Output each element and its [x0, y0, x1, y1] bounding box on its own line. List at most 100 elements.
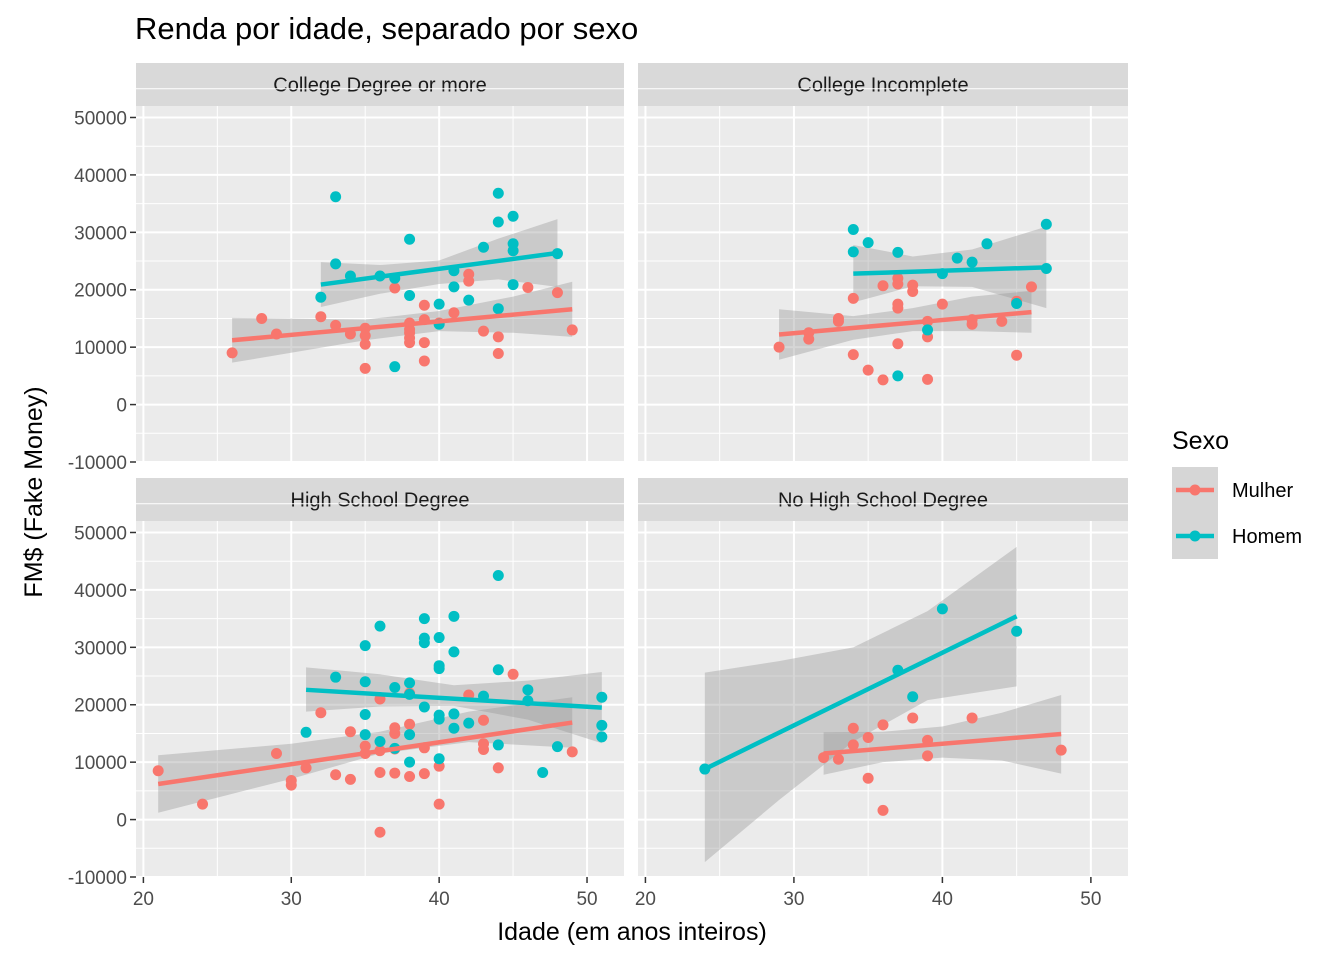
data-point-mulher — [862, 364, 874, 376]
data-point-homem — [847, 223, 859, 235]
data-point-mulher — [359, 362, 371, 374]
data-point-mulher — [418, 337, 430, 349]
data-point-mulher — [330, 319, 342, 331]
data-point-homem — [922, 324, 934, 336]
y-tick-label: 20000 — [74, 696, 127, 717]
data-point-homem — [551, 741, 563, 753]
y-tick-label: 10000 — [74, 338, 127, 359]
data-point-homem — [492, 187, 504, 199]
data-point-homem — [492, 303, 504, 315]
data-point-homem — [492, 570, 504, 582]
legend-title: Sexo — [1172, 427, 1229, 455]
panel-plot-area — [773, 218, 1052, 386]
data-point-mulher — [478, 744, 490, 756]
data-point-mulher — [359, 740, 371, 752]
data-point-mulher — [803, 333, 815, 345]
panel-2: College Incomplete — [638, 63, 1128, 463]
data-point-homem — [1011, 298, 1023, 310]
data-point-homem — [478, 241, 490, 253]
trend-line-mulher — [157, 720, 573, 787]
data-point-mulher — [966, 712, 978, 724]
data-point-mulher — [892, 338, 904, 350]
data-point-mulher — [300, 762, 312, 774]
data-point-mulher — [315, 707, 327, 719]
data-point-mulher — [1011, 349, 1023, 361]
data-point-mulher — [892, 278, 904, 290]
data-point-homem — [492, 739, 504, 751]
data-point-homem — [433, 298, 445, 310]
data-point-homem — [507, 279, 519, 291]
confidence-band-mulher — [823, 694, 1062, 775]
data-point-homem — [1040, 218, 1052, 230]
data-point-homem — [404, 756, 416, 768]
data-point-homem — [1011, 625, 1023, 637]
data-point-mulher — [566, 746, 578, 758]
y-tick-label: 50000 — [74, 108, 127, 129]
panel-4: No High School Degree 20 30 40 50 — [635, 478, 1128, 910]
data-point-mulher — [197, 798, 209, 810]
data-point-homem — [892, 246, 904, 258]
data-point-mulher — [404, 323, 416, 335]
facet-strip — [136, 63, 624, 106]
data-point-homem — [463, 294, 475, 306]
x-tick-label: 30 — [281, 889, 302, 910]
trend-line-mulher — [778, 309, 1032, 337]
data-point-homem — [907, 691, 919, 703]
data-point-mulher — [478, 714, 490, 726]
panel-3: High School Degree -10000 0 10000 20000 30000… — [68, 478, 624, 910]
data-point-homem — [448, 281, 460, 293]
data-point-homem — [359, 640, 371, 652]
data-point-mulher — [907, 285, 919, 297]
data-point-mulher — [773, 341, 785, 353]
data-point-homem — [596, 731, 608, 743]
data-point-homem — [522, 684, 534, 696]
data-point-mulher — [404, 718, 416, 730]
data-point-homem — [300, 726, 312, 738]
data-point-mulher — [507, 668, 519, 680]
data-point-homem — [981, 238, 993, 250]
data-point-mulher — [374, 766, 386, 778]
trend-line-homem — [853, 265, 1047, 276]
legend: Sexo Mulher Homem — [1172, 427, 1302, 559]
data-point-homem — [433, 663, 445, 675]
data-point-mulher — [566, 324, 578, 336]
legend-label: Mulher — [1232, 480, 1293, 502]
panel-plot-area — [226, 187, 578, 374]
data-point-mulher — [404, 332, 416, 344]
data-point-mulher — [847, 739, 859, 751]
data-point-mulher — [418, 299, 430, 311]
data-point-mulher — [877, 719, 889, 731]
data-point-homem — [418, 613, 430, 625]
y-tick-label: 40000 — [74, 581, 127, 602]
data-point-mulher — [492, 347, 504, 359]
panel-1: College Degree or more -10000 0 10000 20000 3… — [68, 63, 624, 474]
y-tick-label: 20000 — [74, 281, 127, 302]
data-point-mulher — [152, 765, 164, 777]
x-tick-label: 30 — [783, 889, 804, 910]
data-point-mulher — [418, 355, 430, 367]
data-point-mulher — [892, 302, 904, 314]
data-point-mulher — [463, 275, 475, 287]
data-point-homem — [418, 637, 430, 649]
data-point-homem — [507, 245, 519, 257]
trend-line-homem — [320, 250, 558, 287]
data-point-homem — [537, 766, 549, 778]
data-point-mulher — [522, 281, 534, 293]
data-point-homem — [596, 691, 608, 703]
data-point-mulher — [907, 712, 919, 724]
legend-entry-homem: Homem — [1172, 513, 1302, 559]
y-tick-label: 0 — [116, 811, 127, 832]
data-point-mulher — [877, 374, 889, 386]
data-point-mulher — [389, 282, 401, 294]
data-point-mulher — [551, 287, 563, 299]
confidence-band-mulher — [232, 281, 573, 363]
trend-line-homem — [305, 687, 602, 710]
facet-strip — [638, 63, 1128, 106]
data-point-homem — [374, 620, 386, 632]
facet-strip-label: No High School Degree — [778, 490, 988, 512]
confidence-band-homem — [704, 546, 1017, 863]
data-point-homem — [315, 291, 327, 303]
data-point-mulher — [847, 722, 859, 734]
data-point-mulher — [847, 349, 859, 361]
data-point-homem — [847, 246, 859, 258]
